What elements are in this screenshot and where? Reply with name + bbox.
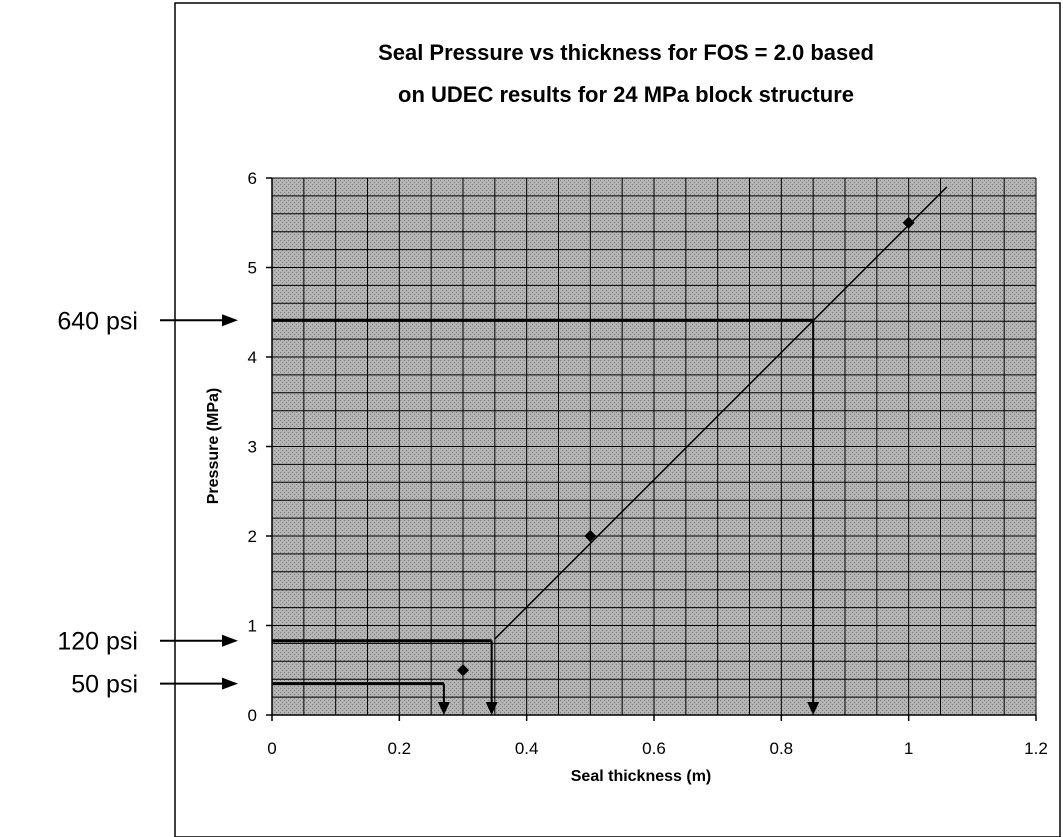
y-tick-label: 6 (248, 169, 257, 188)
callout-arrow-head (222, 314, 238, 327)
callout-down-arrow (437, 702, 450, 715)
x-tick-label: 0.6 (642, 739, 666, 758)
trendline-layer (494, 186, 948, 640)
y-tick-label: 1 (248, 617, 257, 636)
callout-arrow-head (222, 634, 238, 647)
x-tick-label: 0.2 (388, 739, 412, 758)
y-tick-label: 0 (248, 706, 257, 725)
y-tick-label: 2 (248, 527, 257, 546)
x-tick-label: 0.4 (515, 739, 539, 758)
y-axis-label: Pressure (MPa) (205, 388, 222, 505)
chart-title-line-2: on UDEC results for 24 MPa block structu… (398, 82, 854, 107)
grid-lines (271, 177, 1037, 716)
x-tick-label: 0.8 (770, 739, 794, 758)
axes: 0 0.2 0.4 0.6 0.8 1 1.2 0 1 2 3 4 5 6 (248, 169, 1048, 758)
y-tick-label: 3 (248, 438, 257, 457)
x-axis-label: Seal thickness (m) (571, 768, 712, 785)
data-point (584, 530, 597, 542)
callout: 640 psi (57, 307, 820, 715)
y-tick-label: 4 (248, 348, 257, 367)
x-tick-label: 1 (904, 739, 913, 758)
callout-label: 120 psi (57, 628, 138, 656)
callout-down-arrow (485, 702, 498, 715)
data-points (457, 216, 915, 677)
callout-layer: 640 psi 120 psi 50 psi (57, 307, 820, 715)
y-tick-label: 5 (248, 259, 257, 278)
data-point (902, 216, 915, 229)
data-point (457, 664, 469, 677)
trendline (494, 186, 948, 640)
callout: 120 psi (57, 628, 498, 715)
callout-down-arrow (807, 702, 820, 715)
callout-arrow-head (222, 677, 238, 690)
chart-title-line-1: Seal Pressure vs thickness for FOS = 2.0… (378, 40, 874, 65)
callout: 50 psi (71, 671, 450, 715)
x-tick-label: 0 (267, 739, 276, 758)
callout-label: 50 psi (71, 671, 138, 699)
x-tick-label: 1.2 (1024, 739, 1048, 758)
callout-label: 640 psi (57, 307, 138, 335)
